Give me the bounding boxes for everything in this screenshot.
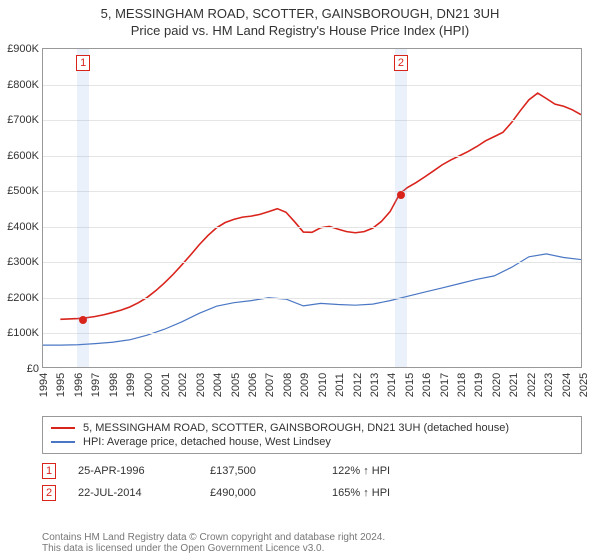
x-axis-label: 1997 xyxy=(90,373,102,397)
sales-table: 1 25-APR-1996 £137,500 122% ↑ HPI 2 22-JUL-20… xyxy=(42,460,582,504)
footer-line-1: Contains HM Land Registry data © Crown c… xyxy=(42,532,582,543)
x-axis-label: 1994 xyxy=(38,373,50,397)
sale-number-box: 1 xyxy=(42,463,56,479)
chart-subtitle: Price paid vs. HM Land Registry's House … xyxy=(0,23,600,38)
y-axis-label: £900K xyxy=(7,43,43,55)
x-axis-label: 2009 xyxy=(299,373,311,397)
y-axis-label: £800K xyxy=(7,79,43,91)
series-hpi xyxy=(43,254,581,345)
sale-date: 25-APR-1996 xyxy=(78,465,188,477)
y-axis-label: £700K xyxy=(7,114,43,126)
y-axis-label: £500K xyxy=(7,185,43,197)
x-axis-label: 1995 xyxy=(55,373,67,397)
chart-title: 5, MESSINGHAM ROAD, SCOTTER, GAINSBOROUG… xyxy=(0,6,600,21)
gridline xyxy=(43,333,581,334)
x-axis-label: 2019 xyxy=(473,373,485,397)
x-axis-label: 2012 xyxy=(352,373,364,397)
sale-number-box: 2 xyxy=(42,485,56,501)
x-axis-label: 2018 xyxy=(456,373,468,397)
gridline xyxy=(43,191,581,192)
sale-row: 1 25-APR-1996 £137,500 122% ↑ HPI xyxy=(42,460,582,482)
legend-row: 5, MESSINGHAM ROAD, SCOTTER, GAINSBOROUG… xyxy=(51,421,573,435)
sale-dot xyxy=(397,191,405,199)
gridline xyxy=(43,85,581,86)
legend-swatch xyxy=(51,427,75,429)
x-axis-label: 2021 xyxy=(508,373,520,397)
x-axis-label: 2000 xyxy=(143,373,155,397)
x-axis-label: 2005 xyxy=(230,373,242,397)
sale-price: £490,000 xyxy=(210,487,310,499)
x-axis-label: 1999 xyxy=(125,373,137,397)
y-axis-label: £400K xyxy=(7,221,43,233)
x-axis-label: 2016 xyxy=(421,373,433,397)
legend-row: HPI: Average price, detached house, West… xyxy=(51,435,573,449)
legend-swatch xyxy=(51,441,75,443)
gridline xyxy=(43,120,581,121)
x-axis-label: 2006 xyxy=(247,373,259,397)
x-axis-label: 2017 xyxy=(439,373,451,397)
gridline xyxy=(43,227,581,228)
x-axis-label: 2001 xyxy=(160,373,172,397)
x-axis-label: 2003 xyxy=(195,373,207,397)
x-axis-label: 2014 xyxy=(386,373,398,397)
legend-label: HPI: Average price, detached house, West… xyxy=(83,436,331,448)
footer-line-2: This data is licensed under the Open Gov… xyxy=(42,543,582,554)
x-axis-label: 2025 xyxy=(578,373,590,397)
chart-plot-area: £0£100K£200K£300K£400K£500K£600K£700K£80… xyxy=(42,48,582,368)
y-axis-label: £200K xyxy=(7,292,43,304)
x-axis-label: 2020 xyxy=(491,373,503,397)
x-axis-label: 2004 xyxy=(212,373,224,397)
x-axis-label: 1998 xyxy=(108,373,120,397)
x-axis-label: 2023 xyxy=(543,373,555,397)
sale-marker: 2 xyxy=(394,55,408,71)
y-axis-label: £600K xyxy=(7,150,43,162)
legend: 5, MESSINGHAM ROAD, SCOTTER, GAINSBOROUG… xyxy=(42,416,582,454)
x-axis-label: 2011 xyxy=(334,373,346,397)
sale-band xyxy=(395,49,407,367)
gridline xyxy=(43,298,581,299)
chart-lines xyxy=(43,49,581,367)
footer-attribution: Contains HM Land Registry data © Crown c… xyxy=(42,532,582,554)
sale-hpi: 165% ↑ HPI xyxy=(332,487,390,499)
y-axis-label: £300K xyxy=(7,256,43,268)
x-axis-label: 2008 xyxy=(282,373,294,397)
gridline xyxy=(43,156,581,157)
sale-price: £137,500 xyxy=(210,465,310,477)
x-axis-label: 2024 xyxy=(561,373,573,397)
x-axis-label: 2015 xyxy=(404,373,416,397)
title-area: 5, MESSINGHAM ROAD, SCOTTER, GAINSBOROUG… xyxy=(0,0,600,38)
x-axis-label: 2002 xyxy=(177,373,189,397)
sale-marker: 1 xyxy=(76,55,90,71)
legend-label: 5, MESSINGHAM ROAD, SCOTTER, GAINSBOROUG… xyxy=(83,422,509,434)
sale-dot xyxy=(79,316,87,324)
x-axis-label: 1996 xyxy=(73,373,85,397)
x-axis-label: 2007 xyxy=(264,373,276,397)
sale-hpi: 122% ↑ HPI xyxy=(332,465,390,477)
y-axis-label: £100K xyxy=(7,327,43,339)
sale-row: 2 22-JUL-2014 £490,000 165% ↑ HPI xyxy=(42,482,582,504)
x-axis-label: 2013 xyxy=(369,373,381,397)
x-axis-label: 2010 xyxy=(317,373,329,397)
series-property xyxy=(60,93,581,319)
x-axis-label: 2022 xyxy=(526,373,538,397)
sale-date: 22-JUL-2014 xyxy=(78,487,188,499)
gridline xyxy=(43,262,581,263)
